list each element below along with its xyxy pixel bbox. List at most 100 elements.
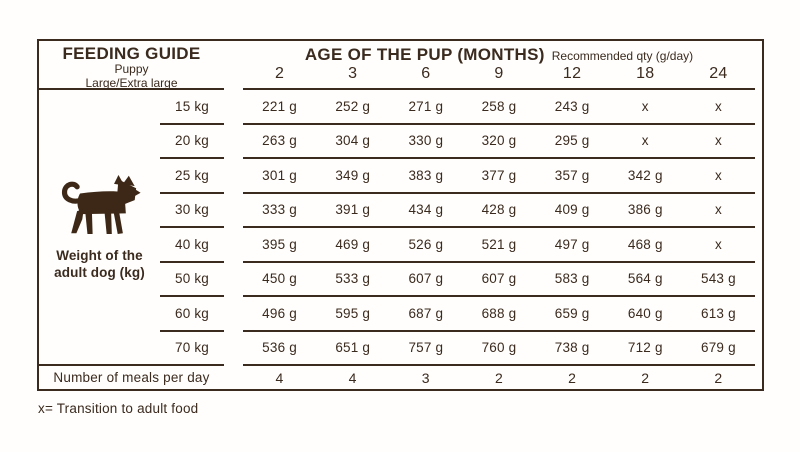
qty-cell: 342 g xyxy=(627,167,663,183)
qty-cell: 469 g xyxy=(335,236,371,252)
weight-cell: 20 kg xyxy=(160,125,224,159)
column-gap xyxy=(224,41,243,90)
qty-cell: x xyxy=(714,236,722,252)
age-header-line: AGE OF THE PUP (MONTHS) Recommended qty … xyxy=(243,45,755,65)
age-note: Recommended qty (g/day) xyxy=(551,49,694,63)
qty-cell: 583 g xyxy=(554,271,590,287)
qty-cell: 330 g xyxy=(408,133,444,149)
qty-cell: 526 g xyxy=(408,236,444,252)
weight-cell: 60 kg xyxy=(160,297,224,332)
weight-label-line-2: adult dog (kg) xyxy=(54,264,145,280)
dog-silhouette-icon xyxy=(59,175,141,242)
values-zone: 395 g 469 g 526 g 521 g 497 g 468 g x xyxy=(243,228,755,263)
qty-cell: 252 g xyxy=(335,98,371,114)
qty-cell: 738 g xyxy=(554,340,590,356)
qty-cell: 679 g xyxy=(701,340,736,356)
qty-cell: x xyxy=(641,98,649,114)
qty-cell: x xyxy=(714,133,722,149)
qty-cell: x xyxy=(714,167,722,183)
qty-cell: 271 g xyxy=(408,98,444,114)
spacer-cell xyxy=(39,332,160,366)
qty-cell: 468 g xyxy=(627,236,663,252)
meals-value-cell: 2 xyxy=(641,369,650,386)
qty-cell: 383 g xyxy=(408,167,444,183)
month-header: 24 xyxy=(709,65,728,82)
qty-cell: 613 g xyxy=(701,305,736,321)
month-header: 9 xyxy=(494,65,504,82)
qty-cell: 497 g xyxy=(554,236,590,252)
meals-value-cell: 4 xyxy=(275,369,284,386)
meals-row: Number of meals per day 4 4 3 2 2 2 2 xyxy=(39,366,762,389)
month-header: 12 xyxy=(562,65,582,82)
qty-cell: 320 g xyxy=(481,133,517,149)
weight-cell: 50 kg xyxy=(160,263,224,297)
qty-cell: 377 g xyxy=(481,167,517,183)
month-header: 3 xyxy=(348,65,358,82)
qty-cell: 434 g xyxy=(408,202,444,218)
subtitle-line-1: Puppy xyxy=(114,62,149,76)
qty-cell: 258 g xyxy=(481,98,517,114)
qty-cell: 543 g xyxy=(701,271,736,287)
qty-cell: 607 g xyxy=(481,271,517,287)
meals-value-cell: 2 xyxy=(494,369,504,386)
weight-cell: 40 kg xyxy=(160,228,224,263)
values-zone: 536 g 651 g 757 g 760 g 738 g 712 g 679 … xyxy=(243,332,755,366)
values-zone: 450 g 533 g 607 g 607 g 583 g 564 g 543 … xyxy=(243,263,755,297)
column-gap xyxy=(224,228,243,263)
meals-value-cell: 3 xyxy=(421,369,430,386)
table-row: 70 kg 536 g 651 g 757 g 760 g 738 g 712 … xyxy=(39,332,762,366)
values-zone: 496 g 595 g 687 g 688 g 659 g 640 g 613 … xyxy=(243,297,755,332)
values-zone: 333 g 391 g 434 g 428 g 409 g 386 g x xyxy=(243,194,755,228)
qty-cell: 533 g xyxy=(335,271,371,287)
column-gap xyxy=(224,90,243,125)
weight-cell: 25 kg xyxy=(160,159,224,194)
qty-cell: 386 g xyxy=(627,202,663,218)
meals-value-cell: 2 xyxy=(568,369,577,386)
table-row: 40 kg 395 g 469 g 526 g 521 g 497 g 468 … xyxy=(39,228,762,263)
qty-cell: x xyxy=(714,98,722,114)
month-header: 18 xyxy=(636,65,655,82)
qty-cell: 640 g xyxy=(627,305,663,321)
weight-cell: 15 kg xyxy=(160,90,224,125)
transition-footnote: x= Transition to adult food xyxy=(38,401,199,416)
age-header-block: AGE OF THE PUP (MONTHS) Recommended qty … xyxy=(243,41,755,90)
qty-cell: 687 g xyxy=(408,305,444,321)
qty-cell: x xyxy=(714,202,722,218)
column-gap xyxy=(224,194,243,229)
qty-cell: 536 g xyxy=(262,340,297,356)
column-gap xyxy=(224,263,243,298)
age-title: AGE OF THE PUP (MONTHS) xyxy=(304,45,545,64)
column-gap xyxy=(224,159,243,194)
table-row: 60 kg 496 g 595 g 687 g 688 g 659 g 640 … xyxy=(39,297,762,332)
values-zone: 221 g 252 g 271 g 258 g 243 g x x xyxy=(243,90,755,125)
qty-cell: 521 g xyxy=(481,236,517,252)
qty-cell: 409 g xyxy=(554,202,590,218)
guide-title-block: FEEDING GUIDE Puppy Large/Extra large xyxy=(39,41,224,90)
qty-cell: 595 g xyxy=(335,305,371,321)
qty-cell: 659 g xyxy=(554,305,590,321)
qty-cell: 304 g xyxy=(335,133,371,149)
qty-cell: 564 g xyxy=(627,271,663,287)
qty-cell: 243 g xyxy=(554,98,590,114)
qty-cell: 357 g xyxy=(554,167,590,183)
table-row: 25 kg 301 g 349 g 383 g 377 g 357 g 342 … xyxy=(39,159,762,194)
meals-values-zone: 4 4 3 2 2 2 2 xyxy=(243,370,755,386)
qty-cell: 760 g xyxy=(481,340,517,356)
qty-cell: 395 g xyxy=(262,236,297,252)
qty-cell: 333 g xyxy=(262,202,297,218)
table-header: FEEDING GUIDE Puppy Large/Extra large AG… xyxy=(39,41,762,90)
table-row: 30 kg 333 g 391 g 434 g 428 g 409 g 386 … xyxy=(39,194,762,229)
meals-label: Number of meals per day xyxy=(53,370,210,385)
subtitle-line-2: Large/Extra large xyxy=(85,76,178,90)
month-columns: 2 3 6 9 12 18 24 xyxy=(243,65,755,88)
page-title: FEEDING GUIDE xyxy=(62,44,201,63)
weight-cell: 30 kg xyxy=(160,194,224,228)
table-row: 20 kg 263 g 304 g 330 g 320 g 295 g x x xyxy=(39,125,762,159)
weight-label-line-1: Weight of the xyxy=(56,248,143,264)
column-gap xyxy=(224,297,243,332)
month-header: 6 xyxy=(421,65,431,82)
qty-cell: 221 g xyxy=(262,98,297,114)
values-zone: 263 g 304 g 330 g 320 g 295 g x x xyxy=(243,125,755,159)
qty-cell: 301 g xyxy=(262,167,297,183)
